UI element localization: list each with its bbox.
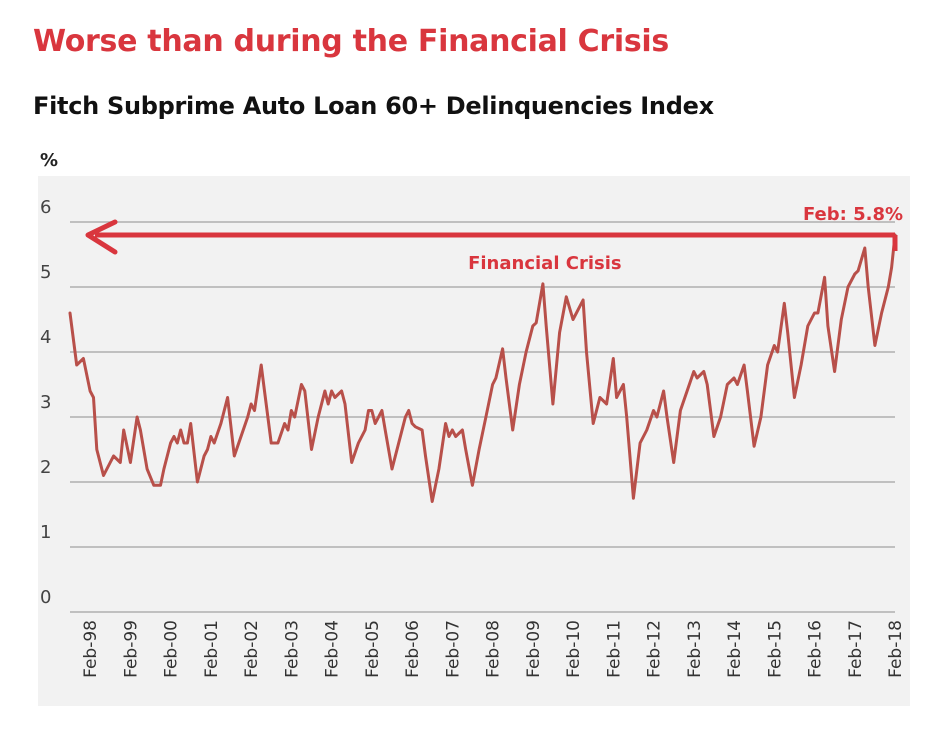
y-tick-label: 0	[40, 587, 51, 608]
x-tick-label: Feb-01	[202, 620, 222, 678]
y-tick-label: 5	[40, 262, 51, 283]
x-tick-label: Feb-04	[323, 620, 343, 678]
arrow-head	[85, 219, 118, 255]
gridlines	[70, 221, 895, 613]
y-tick-label: 6	[40, 197, 51, 218]
y-tick-label: 2	[40, 457, 51, 478]
x-tick-label: Feb-08	[484, 620, 504, 678]
y-tick-label: 3	[40, 392, 51, 413]
x-tick-label: Feb-18	[886, 620, 906, 678]
x-tick-label: Feb-10	[564, 620, 584, 678]
annotation-financial-crisis: Financial Crisis	[468, 253, 622, 274]
y-tick-label: 4	[40, 327, 51, 348]
x-tick-label: Feb-05	[363, 620, 383, 678]
series-line	[68, 233, 897, 503]
y-axis-unit-label: %	[40, 150, 59, 171]
chart-title: Fitch Subprime Auto Loan 60+ Delinquenci…	[33, 92, 714, 120]
x-tick-label: Feb-14	[725, 620, 745, 678]
x-tick-label: Feb-06	[403, 620, 423, 678]
y-axis-ticks: 0 1 2 3 4 5 6	[40, 197, 51, 608]
x-tick-label: Feb-00	[162, 620, 182, 678]
x-tick-label: Feb-99	[121, 620, 141, 678]
crisis-level-arrow	[85, 219, 898, 255]
annotation-current-value: Feb: 5.8%	[803, 204, 903, 225]
x-tick-label: Feb-13	[685, 620, 705, 678]
x-tick-label: Feb-02	[242, 620, 262, 678]
x-tick-label: Feb-03	[282, 620, 302, 678]
headline: Worse than during the Financial Crisis	[33, 24, 669, 59]
x-tick-label: Feb-11	[604, 620, 624, 678]
x-tick-label: Feb-98	[81, 620, 101, 678]
x-axis-ticks: Feb-98 Feb-99 Feb-00 Feb-01 Feb-02 Feb-03 Feb-…	[81, 620, 906, 678]
x-tick-label: Feb-09	[524, 620, 544, 678]
x-tick-label: Feb-15	[765, 620, 785, 678]
x-tick-label: Feb-07	[443, 620, 463, 678]
x-tick-label: Feb-12	[645, 620, 665, 678]
y-tick-label: 1	[40, 522, 51, 543]
x-tick-label: Feb-17	[846, 620, 866, 678]
x-tick-label: Feb-16	[806, 620, 826, 678]
